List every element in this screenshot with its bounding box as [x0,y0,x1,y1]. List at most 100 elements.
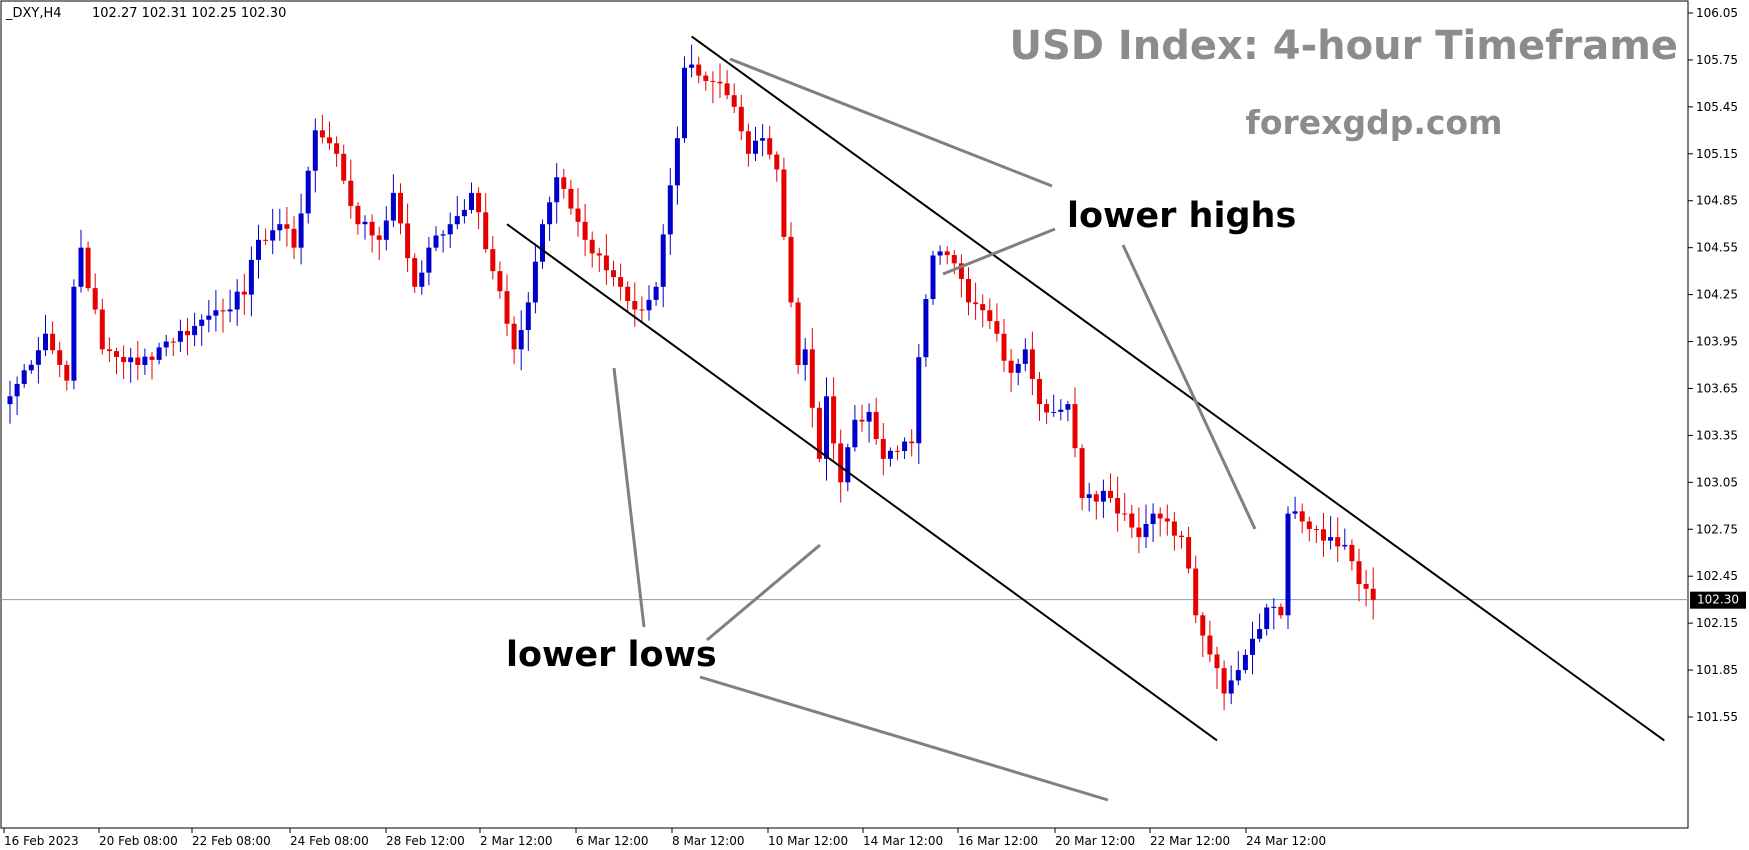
candle [1235,651,1241,686]
candle [426,236,432,286]
candle-body [852,419,858,448]
candle-body [639,309,645,311]
candle [944,246,950,265]
candle [987,298,993,329]
candle-body [618,277,624,287]
candle [561,168,567,199]
candle [1278,603,1284,619]
candle [1115,476,1121,532]
candle [1221,660,1227,711]
candle [405,203,411,272]
candle-body [767,138,773,155]
upper-trendline[interactable] [691,35,1665,742]
candle [1179,530,1184,549]
x-tick-label: 20 Feb 08:00 [99,834,178,848]
candle [312,118,318,193]
candle [518,310,524,371]
candle-body [1008,360,1014,373]
candle [1065,400,1071,422]
candle [852,405,858,452]
candle-body [99,309,105,350]
candle-body [28,364,34,371]
candle-body [461,209,467,217]
candle [1150,503,1156,542]
candle [1022,338,1028,372]
y-tick-label: 101.85 [1696,663,1738,677]
candles [7,44,1376,711]
x-tick-label: 16 Feb 2023 [4,834,79,848]
candle [220,298,226,333]
candle [248,246,254,317]
candle-body [177,331,183,342]
candle-body [92,288,98,310]
candle-body [213,310,219,316]
candle-body [362,221,368,225]
candle-body [582,221,588,240]
candle-body [1086,494,1092,498]
candle [646,285,652,321]
candle-body [312,130,318,171]
candle [930,250,936,305]
candle-body [1072,404,1078,449]
candle [937,245,943,265]
candle-body [731,95,737,107]
candle-body [880,438,886,459]
candle [767,125,773,160]
y-tick-label: 103.95 [1696,335,1738,349]
symbol-header: _DXY,H4 [5,6,62,21]
candle-body [859,419,865,422]
candle-body [923,299,929,358]
candle-body [7,396,13,405]
candle-body [717,81,723,84]
candle-body [369,221,375,236]
candle [1306,516,1312,542]
candle-body [1044,404,1050,413]
plot-frame [0,0,1689,829]
candle [1015,358,1021,386]
candle-body [1093,494,1099,502]
candle [298,193,304,265]
candle-body [511,323,517,350]
candle [327,121,332,150]
candle-body [887,450,893,459]
candle-body [1235,670,1241,681]
candle-body [682,67,687,139]
candle [582,203,588,257]
candle [724,70,730,100]
y-tick-label: 103.65 [1696,381,1738,395]
candle [490,235,496,280]
candle-body [696,64,702,76]
candle-body [958,263,964,279]
candle [1143,504,1149,548]
candle-body [163,341,169,348]
candle-body [966,278,971,303]
candle-body [561,177,567,189]
candle-body [660,234,666,287]
candle-body [625,286,631,302]
x-tick-label: 28 Feb 12:00 [386,834,465,848]
candle-body [390,192,396,221]
candle-body [930,255,936,300]
candle [1342,528,1348,550]
candle-body [738,106,744,132]
candle [1356,548,1362,602]
lower-trendline[interactable] [506,223,1218,742]
candle [106,337,112,362]
candle-body [540,224,545,262]
candle-body [944,251,950,256]
candle-body [248,259,254,295]
candle-body [334,143,340,154]
candle [994,303,1000,342]
candle-body [689,64,695,68]
candle [611,260,616,287]
candle [447,212,453,248]
y-tick-label: 103.05 [1696,475,1738,489]
pointer-low-2 [706,543,821,642]
x-tick-label: 20 Mar 12:00 [1055,834,1135,848]
candle-body [753,140,758,154]
candle [866,403,872,443]
candle [1264,604,1270,636]
candle-body [1108,490,1113,498]
y-tick-label: 103.35 [1696,428,1738,442]
